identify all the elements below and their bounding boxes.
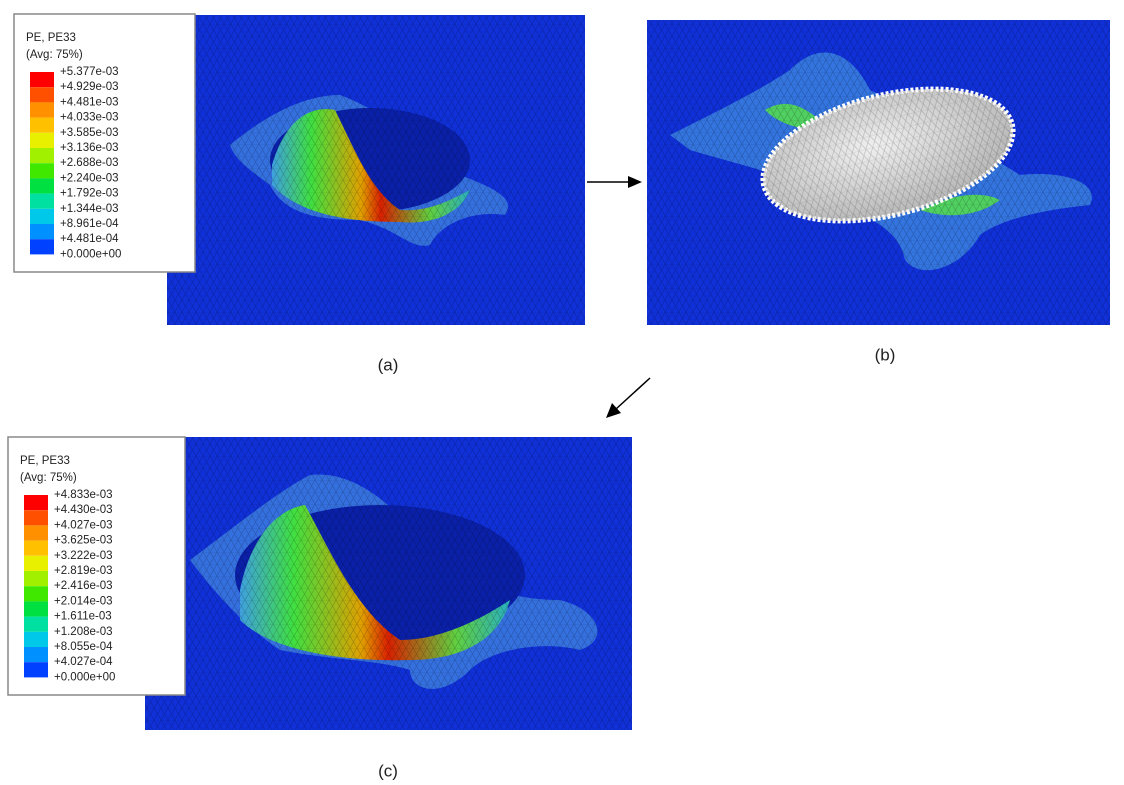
arrow-head — [628, 176, 642, 188]
caption: (a) — [378, 355, 399, 374]
legend-swatch — [30, 209, 54, 224]
legend-swatch — [24, 525, 48, 540]
legend-swatch — [30, 87, 54, 102]
legend-label: +4.027e-04 — [54, 656, 113, 668]
legend-label: +3.136e-03 — [60, 142, 119, 154]
legend-swatch — [24, 662, 48, 677]
legend-label: +0.000e+00 — [54, 671, 115, 683]
mesh — [145, 437, 632, 730]
legend-label: +4.430e-03 — [54, 504, 113, 516]
legend-subtitle: (Avg: 75%) — [26, 49, 83, 61]
legend-swatch — [30, 239, 54, 254]
legend-swatch — [30, 194, 54, 209]
legend-swatch — [30, 163, 54, 178]
arrow — [616, 378, 650, 409]
legend-label: +1.792e-03 — [60, 188, 119, 200]
legend-swatch — [24, 601, 48, 616]
legend-swatch — [30, 148, 54, 163]
legend-swatch — [24, 510, 48, 525]
caption: (b) — [875, 345, 896, 364]
legend-swatch — [24, 647, 48, 662]
legend-label: +3.585e-03 — [60, 127, 119, 139]
legend-label: +4.833e-03 — [54, 489, 113, 501]
legend-label: +4.481e-04 — [60, 233, 119, 245]
figure: (a) (b) (c) PE, PE33 (Avg: 75%) +5.377e-03… — [0, 0, 1124, 785]
legend-label: +2.416e-03 — [54, 580, 113, 592]
legend-swatch — [24, 571, 48, 586]
arrows — [587, 176, 650, 418]
legend-swatch — [24, 586, 48, 601]
legend-label: +2.688e-03 — [60, 157, 119, 169]
legend-swatch — [30, 133, 54, 148]
legend-label: +1.344e-03 — [60, 203, 119, 215]
panel-c — [145, 437, 632, 730]
panel-b — [647, 20, 1110, 325]
legend-swatch — [30, 72, 54, 87]
arrow-head — [606, 403, 621, 418]
legend-swatch — [24, 617, 48, 632]
legend-label: +3.222e-03 — [54, 550, 113, 562]
legend-label: +2.240e-03 — [60, 172, 119, 184]
legend-label: +8.055e-04 — [54, 641, 113, 653]
legend-label: +3.625e-03 — [54, 535, 113, 547]
legend-label: +4.033e-03 — [60, 112, 119, 124]
legend-label: +4.027e-03 — [54, 519, 113, 531]
legend-label: +4.929e-03 — [60, 81, 119, 93]
legend-label: +0.000e+00 — [60, 248, 121, 260]
legend-swatch — [24, 556, 48, 571]
legend-swatch — [30, 224, 54, 239]
legend-label: +2.819e-03 — [54, 565, 113, 577]
legends: PE, PE33 (Avg: 75%) +5.377e-03 +4.929e-03 +4… — [8, 14, 195, 695]
legend-label: +1.208e-03 — [54, 626, 113, 638]
legend-swatch — [30, 178, 54, 193]
legend-swatch — [24, 541, 48, 556]
legend-swatch — [30, 102, 54, 117]
legend-label: +1.611e-03 — [54, 611, 112, 623]
legend-title: PE, PE33 — [20, 455, 70, 467]
legend-swatch — [24, 632, 48, 647]
legend-swatch — [30, 118, 54, 133]
caption: (c) — [378, 761, 398, 780]
legend-swatch — [24, 495, 48, 510]
legend-subtitle: (Avg: 75%) — [20, 472, 77, 484]
legend-label: +5.377e-03 — [60, 66, 119, 78]
legend-label: +4.481e-03 — [60, 96, 119, 108]
panel-a — [167, 15, 585, 325]
legend-label: +2.014e-03 — [54, 595, 113, 607]
mesh — [167, 15, 585, 325]
legend-title: PE, PE33 — [26, 32, 76, 44]
legend-label: +8.961e-04 — [60, 218, 119, 230]
